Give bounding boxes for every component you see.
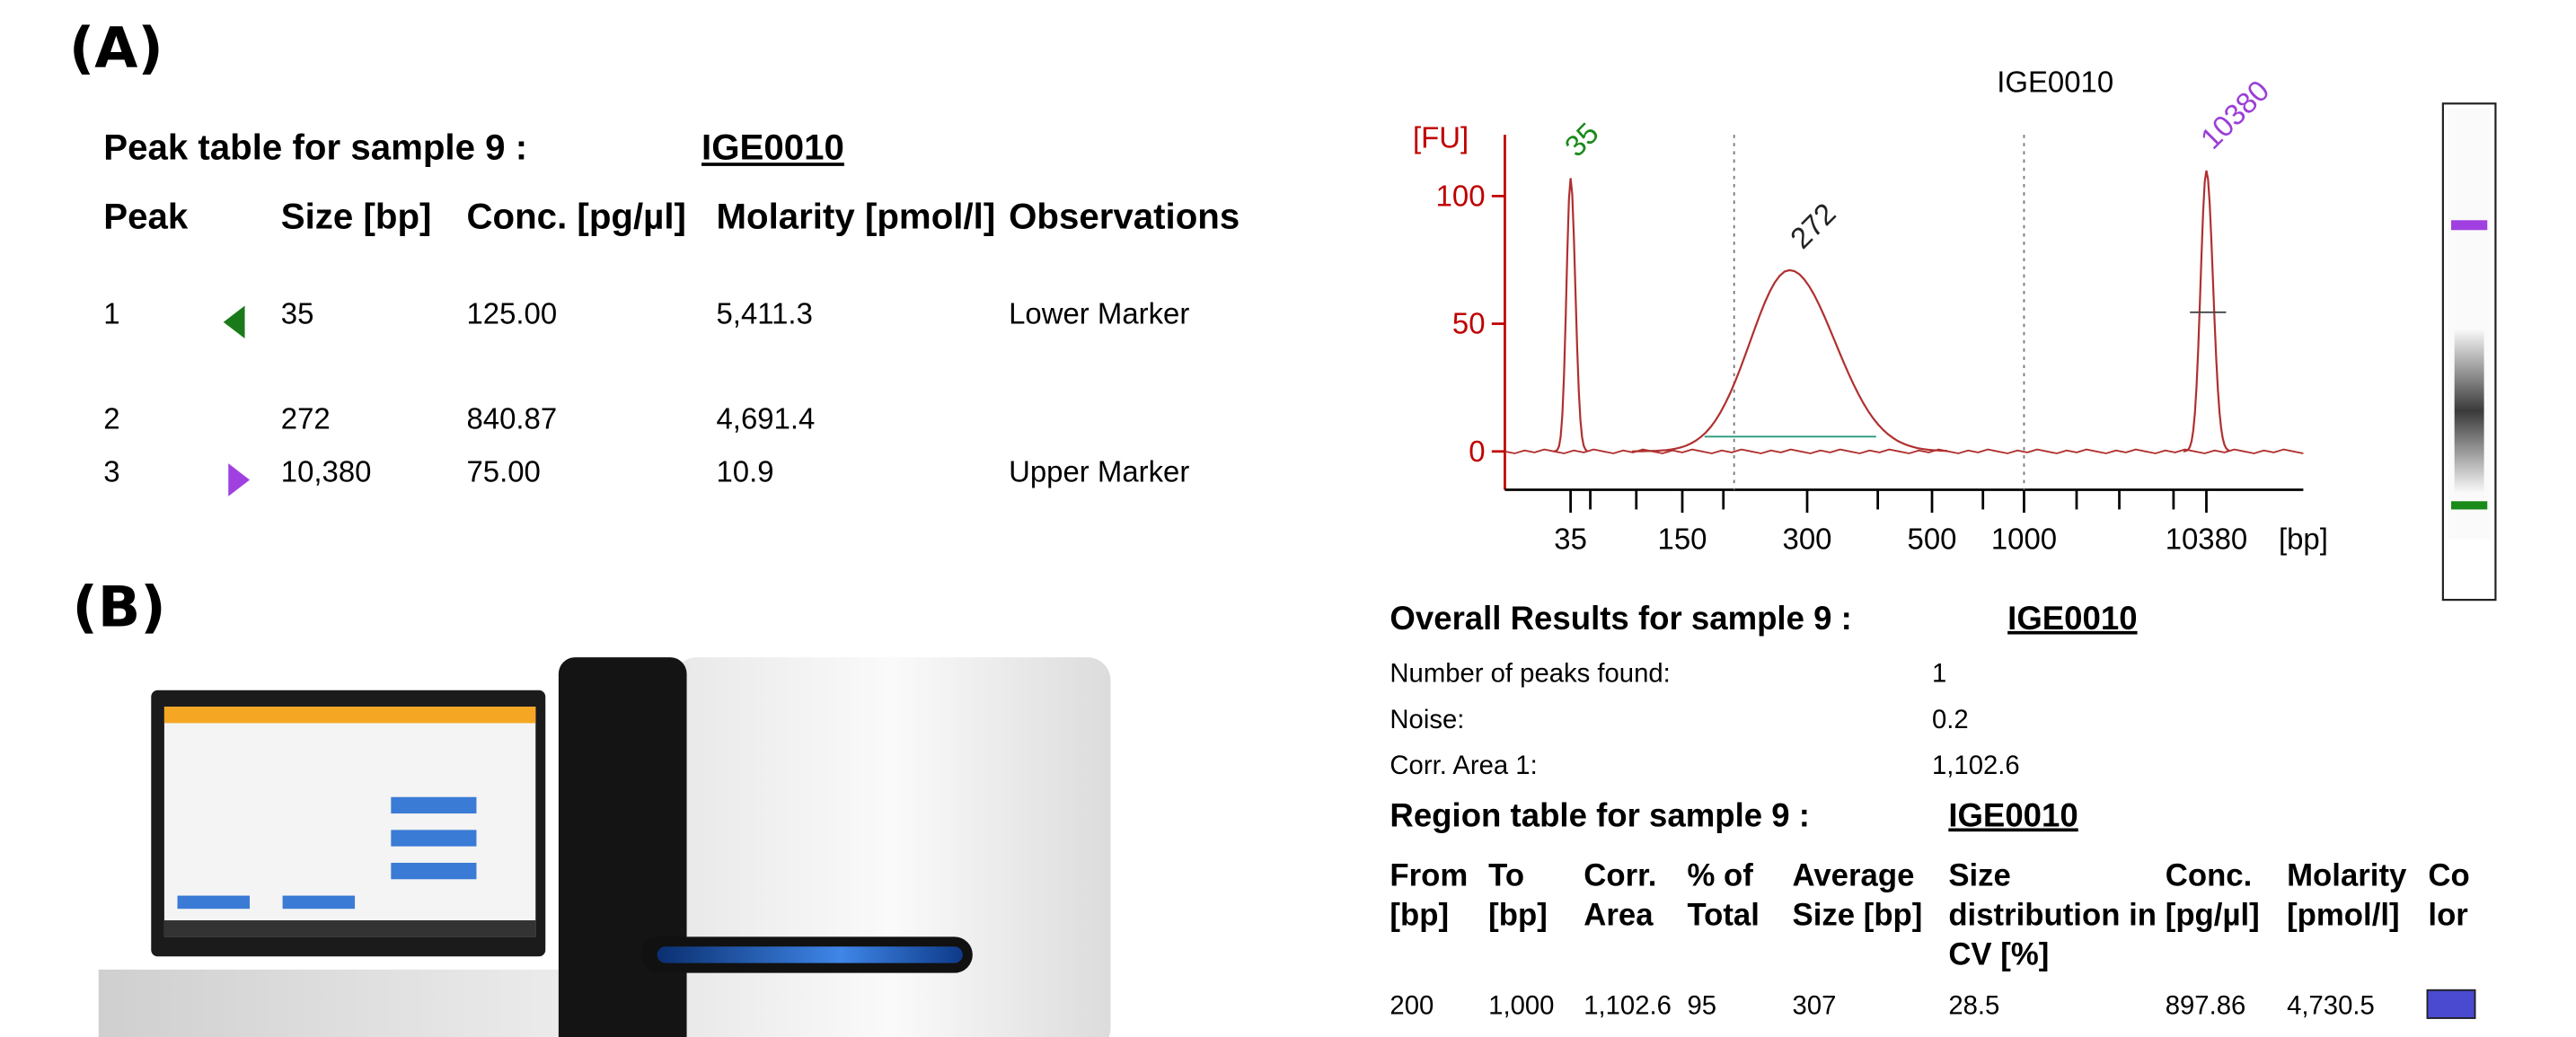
table-cell: 125.00 <box>466 297 557 331</box>
figure: IGE0010 [FU] 0 50 100 35 150 300 500 1000 10380 [bp… <box>0 0 2576 1037</box>
peak <box>1632 270 1947 452</box>
result-label: Noise: <box>1389 707 1464 736</box>
column-header: Color <box>2428 857 2477 986</box>
panel-label: (A) <box>69 16 163 82</box>
table-cell: 1,000 <box>1488 993 1554 1023</box>
table-cell: Lower Marker <box>1009 297 1189 331</box>
column-header: Size [bp] <box>281 196 465 237</box>
table-cell: 10.9 <box>716 455 773 489</box>
y-tick-label: 100 <box>1436 179 1486 212</box>
table-cell: 897.86 <box>2166 993 2246 1023</box>
x-tick-label: 500 <box>1908 522 1957 555</box>
table-cell: 1,102.6 <box>1584 993 1672 1023</box>
table-cell: 840.87 <box>466 402 557 436</box>
table-cell: 4,691.4 <box>716 402 815 436</box>
peak <box>1554 178 1587 451</box>
result-value: 0.2 <box>1932 707 1969 736</box>
table-cell: 10,380 <box>281 455 372 489</box>
table-cell: 95 <box>1687 993 1716 1023</box>
table-cell: Upper Marker <box>1009 455 1189 489</box>
column-header: Conc. [pg/µl] <box>466 196 712 237</box>
y-axis-label: [FU] <box>1413 121 1469 154</box>
peak-label: 35 <box>1558 116 1605 163</box>
column-header: Molarity [pmol/l] <box>2287 857 2425 986</box>
y-tick-label: 50 <box>1452 307 1486 340</box>
column-header: Corr. Area <box>1584 857 1685 986</box>
page: {"panel_a":{"label":"(A)", "peak_table":… <box>0 0 2576 1037</box>
column-header: Average Size [bp] <box>1793 857 1947 986</box>
x-axis-label: [bp] <box>2279 522 2328 555</box>
table-cell: 272 <box>281 402 331 436</box>
table-cell: 307 <box>1793 993 1837 1023</box>
x-tick-label: 35 <box>1554 522 1587 555</box>
column-header: Observations <box>1009 196 1252 237</box>
column-header: Peak <box>103 196 268 237</box>
table-cell: 5,411.3 <box>716 297 812 331</box>
column-header: From [bp] <box>1389 857 1485 986</box>
x-tick-label: 10380 <box>2166 522 2248 555</box>
table-cell: 200 <box>1389 993 1434 1023</box>
column-header: Conc. [pg/µl] <box>2166 857 2284 986</box>
peak <box>2183 171 2229 452</box>
sample-name: IGE0010 <box>1948 799 2078 837</box>
sample-name: IGE0010 <box>701 127 844 170</box>
result-label: Number of peaks found: <box>1389 661 1670 690</box>
x-tick-label: 1000 <box>1991 522 2057 555</box>
table-cell: 35 <box>281 297 314 331</box>
table-cell: 1 <box>103 297 119 331</box>
table-cell: 4,730.5 <box>2287 993 2375 1023</box>
table-title: Peak table for sample 9 : <box>103 127 527 170</box>
result-value: 1 <box>1932 661 1946 690</box>
result-value: 1,102.6 <box>1932 752 2020 782</box>
section-title: Overall Results for sample 9 : <box>1389 602 1851 639</box>
section-title: Region table for sample 9 : <box>1389 799 1810 837</box>
x-tick-label: 300 <box>1783 522 1832 555</box>
result-label: Corr. Area 1: <box>1389 752 1537 782</box>
column-header: % of Total <box>1687 857 1788 986</box>
chart-title: IGE0010 <box>1997 65 2113 98</box>
column-header: Molarity [pmol/l] <box>716 196 995 237</box>
peak-label: 10380 <box>2194 74 2276 155</box>
column-header: To [bp] <box>1488 857 1580 986</box>
y-tick-label: 0 <box>1469 435 1485 468</box>
sample-name: IGE0010 <box>2007 602 2137 639</box>
column-header: Size distribution in CV [%] <box>1948 857 2165 986</box>
color-swatch <box>2427 989 2476 1019</box>
table-cell: 75.00 <box>466 455 540 489</box>
peak-label: 272 <box>1784 197 1842 255</box>
table-cell: 28.5 <box>1948 993 1999 1023</box>
x-tick-label: 150 <box>1658 522 1707 555</box>
panel-label: (B) <box>72 576 165 641</box>
table-cell: 2 <box>103 402 119 436</box>
table-cell: 3 <box>103 455 119 489</box>
